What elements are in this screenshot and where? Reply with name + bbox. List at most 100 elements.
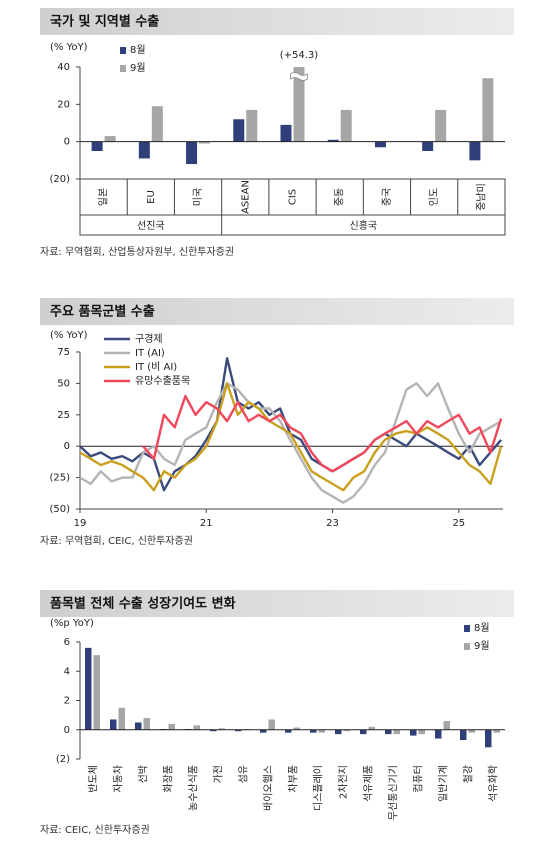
x-tick-label: CIS [288,189,299,205]
x-tick-label: 19 [74,518,87,529]
chart-title: 주요 품목군별 수출 [50,304,155,320]
bar [280,124,292,142]
legend-label: 유망수출품목 [135,375,190,387]
x-tick-label: 가전 [213,765,225,783]
x-tick-label: 농수산식품 [188,765,200,811]
bar [151,106,163,142]
bar [143,718,150,730]
x-tick-label: 화장품 [163,765,175,793]
bar [482,78,494,142]
series-line [142,394,503,473]
x-tick-label: 일본 [98,188,110,206]
x-tick-label: 25 [452,518,465,529]
source: 자료: 무역협회, CEIC, 신한투자증권 [40,534,193,547]
source: 자료: CEIC, 신한투자증권 [40,824,150,836]
legend-label: 9월 [474,640,490,652]
x-tick-label: 중동 [334,188,346,206]
bar [218,728,225,730]
bar [91,141,103,151]
bar [410,729,417,736]
y-tick-label: 2 [64,696,70,707]
y-tick-label: 50 [57,378,70,389]
x-tick-label: 일반기계 [438,765,450,802]
x-tick-label: 자동차 [113,765,125,793]
bar [422,141,434,151]
y-tick-label: 0 [64,441,70,452]
x-tick-label: EU [146,190,157,204]
chart-title: 국가 및 지역별 수출 [50,14,159,30]
y-tick-label: 75 [57,347,70,358]
bar [93,655,100,730]
x-tick-label: ASEAN [240,180,251,214]
series-line [79,382,502,504]
legend-label: 8월 [474,622,490,634]
header-bar [40,590,514,617]
x-tick-label: 무선통신기기 [388,765,400,820]
bar [186,141,198,165]
x-tick-label: 반도체 [88,765,100,793]
legend-label: IT (AI) [135,348,165,359]
group-label: 신흥국 [350,219,378,232]
series-line [79,382,503,492]
header-bar [40,8,514,35]
bar [435,109,447,142]
x-tick-label: 21 [200,518,213,529]
y-tick-label: 6 [64,637,70,648]
bar [285,729,292,733]
legend-swatch [464,625,470,632]
bar [435,729,442,739]
x-tick-label: 석유화학 [488,765,500,802]
x-tick-label: 2차전지 [338,765,350,799]
x-tick-label: 중국 [381,188,393,206]
legend-swatch [120,47,126,54]
bar [310,729,317,733]
bar [235,729,242,732]
y-axis-label: (% YoY) [50,330,88,341]
x-tick-label: 디스플레이 [313,765,325,811]
bar [340,109,352,142]
header-bar [40,298,514,325]
legend-label: 구경제 [135,332,163,345]
bar [443,720,450,730]
bar [168,723,175,730]
bar [293,727,300,730]
value-label: (+54.3) [280,50,319,61]
bar [327,139,339,142]
x-tick-label: 바이오헬스 [263,765,275,811]
legend-swatch [464,643,470,650]
y-tick-label: (50) [49,504,70,515]
bar [460,729,467,740]
bar [199,141,211,144]
legend-swatch [120,65,126,72]
bar [210,729,217,732]
legend-label: IT (비 AI) [135,361,177,373]
source: 자료: 무역협회, 산업통상자원부, 신한투자증권 [40,245,234,258]
bar [118,707,125,730]
group-label: 선진국 [137,220,165,232]
chart-title: 품목별 전체 수출 성장기여도 변화 [50,596,236,612]
bar [85,647,92,730]
bar [468,729,475,733]
bar [368,726,375,730]
y-tick-label: 0 [64,725,70,736]
bar [233,119,245,142]
y-tick-label: 0 [64,137,70,148]
bar [293,67,305,142]
bar [343,729,350,732]
bar [335,729,342,735]
x-tick-label: 미국 [192,188,204,206]
bar [193,725,200,730]
bar [246,109,258,142]
x-tick-label: 섬유 [238,765,250,783]
bar [318,729,325,733]
category-box [79,178,506,236]
bar [135,722,142,730]
bar [138,141,150,159]
y-tick-label: (2) [56,754,70,765]
y-tick-label: (20) [49,174,70,185]
x-tick-label: 23 [326,518,339,529]
bar [104,136,116,142]
x-tick-label: 컴퓨터 [413,765,425,793]
bar [418,729,425,735]
